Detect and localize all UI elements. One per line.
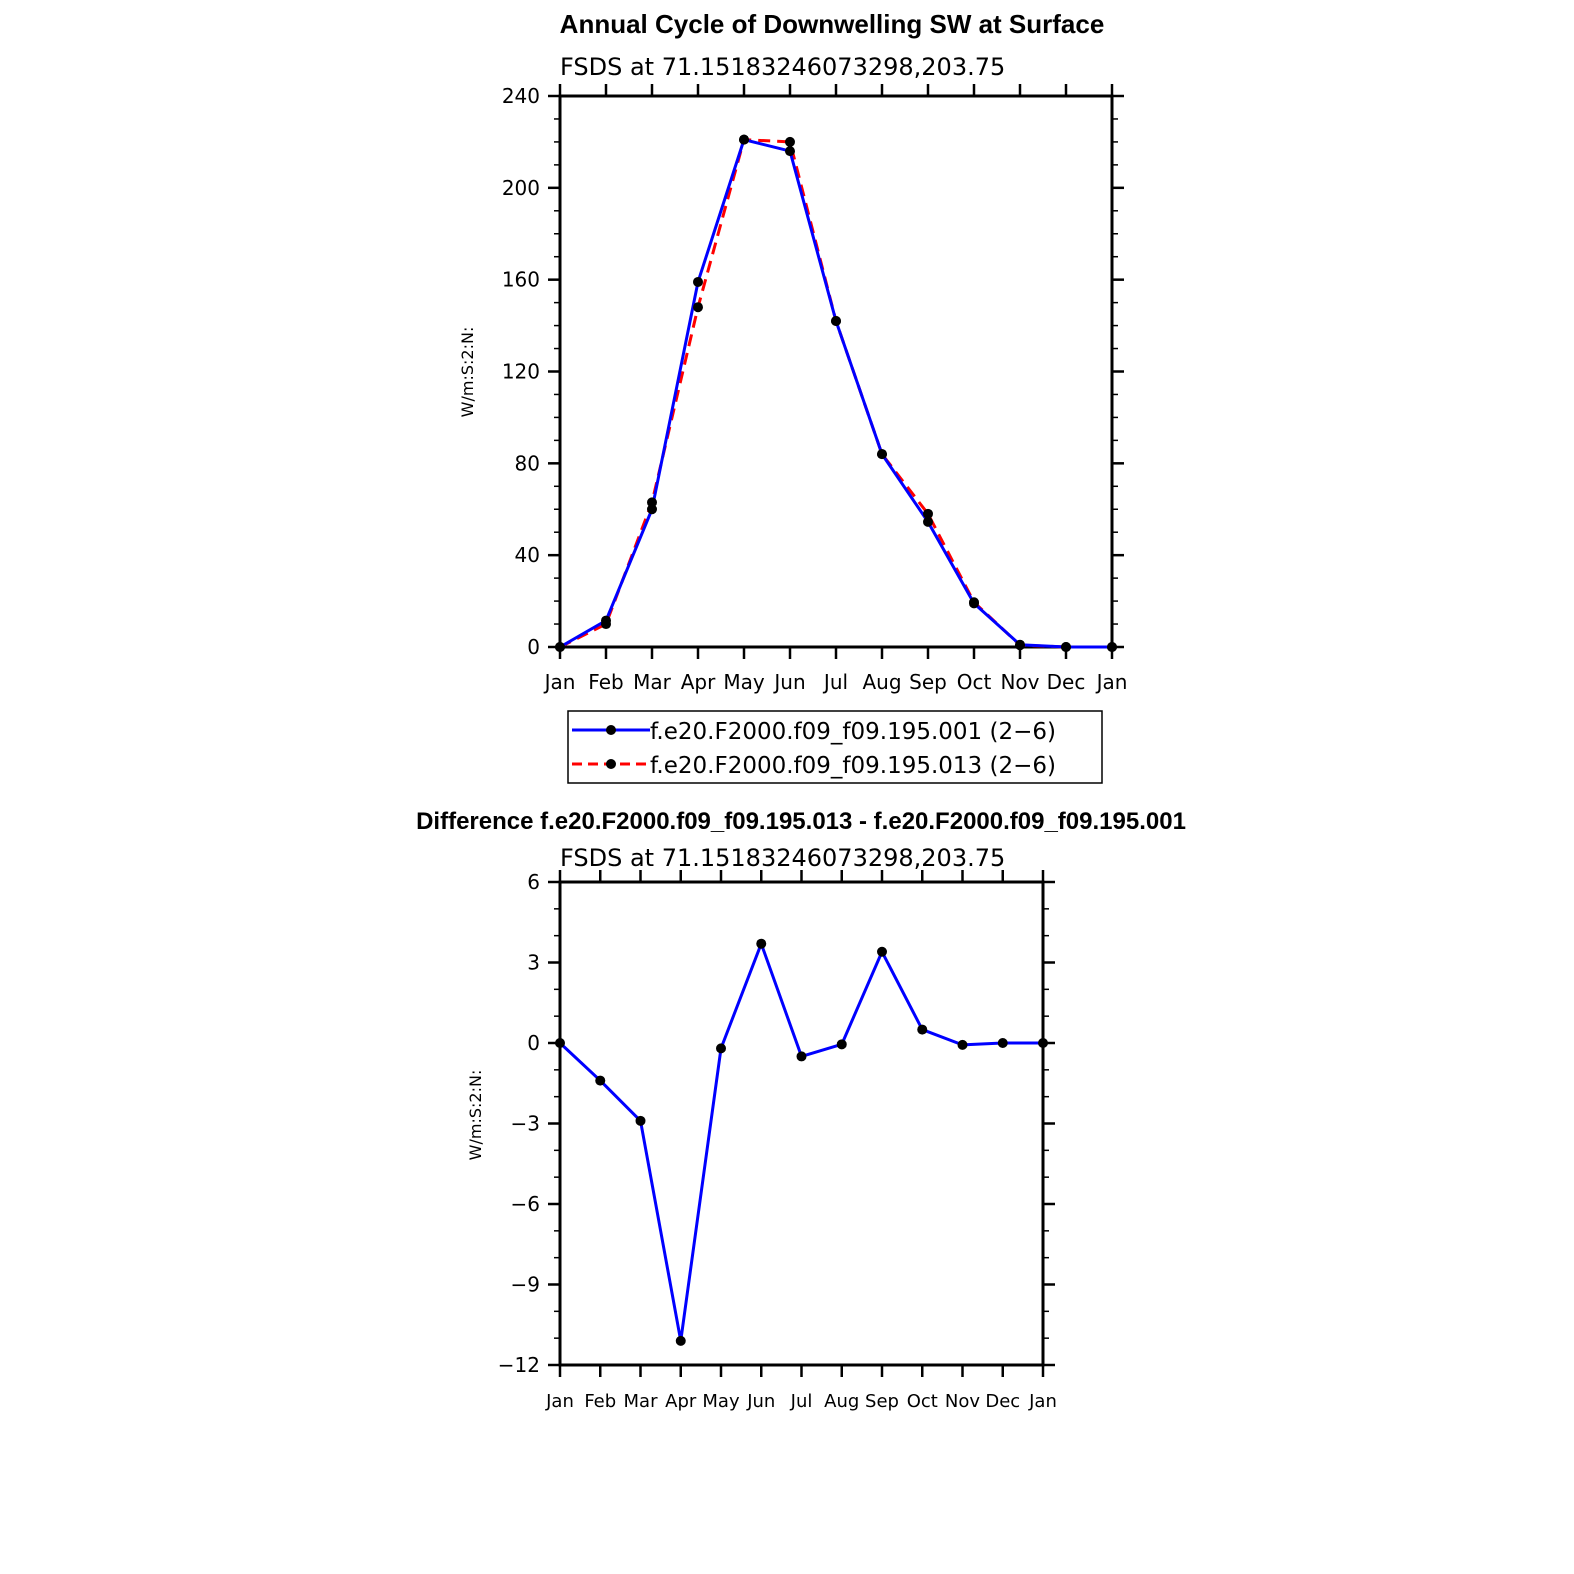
chart1-xtick-label: Aug <box>862 670 901 694</box>
chart2-ytick-label: 6 <box>527 870 540 894</box>
legend-marker-series-2 <box>606 759 616 769</box>
legend-label-series-2: f.e20.F2000.f09_f09.195.013 (2−6) <box>650 753 1056 779</box>
chart2-plot: −12 −9 −6 −3 0 3 6 Jan Feb Mar Apr May Jun Jul Aug Sep O… <box>498 870 1057 1412</box>
chart1-series-2-point <box>969 597 979 608</box>
chart2-xtick-label: Mar <box>624 1391 659 1412</box>
chart1-xtick-label: Oct <box>957 670 992 694</box>
chart1-xtick-label: Jan <box>1095 670 1128 694</box>
chart1-series-2-point <box>1061 642 1071 652</box>
chart1-series-2-point <box>831 315 841 326</box>
chart1-series-2-point <box>739 134 749 145</box>
chart1-legend: f.e20.F2000.f09_f09.195.001 (2−6) f.e20.… <box>567 710 1103 784</box>
chart1-xtick-label: Apr <box>681 670 716 694</box>
chart2-xtick-label: Feb <box>584 1391 616 1412</box>
chart1-ytick-label: 0 <box>527 635 540 659</box>
chart1-ytick-label: 40 <box>515 543 540 567</box>
chart1-series-1-line <box>559 138 1112 649</box>
chart2-ytick-label: −12 <box>498 1353 540 1377</box>
chart1-xtick-label: Jan <box>543 670 576 694</box>
chart1-ytick-label: 200 <box>502 176 540 200</box>
chart1-series-2-point <box>555 642 565 652</box>
chart2-ytick-label: 0 <box>527 1031 540 1055</box>
chart2-xtick-label: May <box>702 1391 740 1412</box>
chart1-series-2-point <box>1015 640 1025 651</box>
chart1-series-1-point <box>923 516 933 527</box>
chart1-xtick-label: Nov <box>1000 670 1039 694</box>
chart1-series-2-point <box>601 619 611 630</box>
chart1-series-2-point <box>1107 642 1117 652</box>
chart1-series-1-point <box>647 504 657 515</box>
chart1-series-2-point <box>923 508 933 519</box>
chart1-ylabel: W/m:S:2:N: <box>458 327 477 418</box>
chart1-series-2-line <box>559 138 1112 649</box>
chart2-ytick-label: 3 <box>527 951 540 975</box>
chart2-series-1-point <box>877 946 887 957</box>
legend-label-series-1: f.e20.F2000.f09_f09.195.001 (2−6) <box>650 719 1056 745</box>
legend-marker-series-1 <box>606 725 616 735</box>
chart1-ytick-label: 160 <box>502 268 540 292</box>
chart2-xtick-label: Jan <box>545 1391 574 1412</box>
chart1-xtick-label: Sep <box>909 670 947 694</box>
chart2-series-1-point <box>756 938 767 949</box>
chart2-xtick-label: Nov <box>945 1391 980 1412</box>
chart1-series-2-point <box>647 497 657 508</box>
chart2-series-1-point <box>635 1115 646 1126</box>
chart1-xtick-label: Dec <box>1047 670 1086 694</box>
chart2-xtick-label: Jan <box>1028 1391 1057 1412</box>
chart1-series-2-point <box>785 136 795 147</box>
chart2-ytick-label: −3 <box>511 1112 540 1136</box>
chart1-ytick-label: 240 <box>502 84 540 108</box>
chart2-series-1-point <box>555 1038 565 1048</box>
chart1-plot-frame <box>558 94 1114 649</box>
chart1-xtick-label: Jun <box>772 670 805 694</box>
chart2-series-1-point <box>917 1024 928 1035</box>
chart1-subtitle: FSDS at 71.15183246073298,203.75 <box>560 53 1005 81</box>
chart1-series-2-point <box>877 449 887 460</box>
chart2-plot-frame <box>558 880 1045 1367</box>
chart2-ytick-label: −9 <box>511 1273 540 1297</box>
chart2-series-1-point <box>1038 1038 1048 1048</box>
chart2-xtick-label: Apr <box>665 1391 697 1412</box>
chart1-series-1-point <box>693 276 703 287</box>
chart2-xtick-label: Jul <box>790 1391 813 1412</box>
chart2-series-1-point <box>997 1038 1008 1048</box>
chart2-series-1-point <box>796 1051 807 1062</box>
chart1-xtick-label: May <box>723 670 765 694</box>
chart1-ytick-label: 120 <box>502 360 540 384</box>
chart1-series-2-point <box>693 302 703 313</box>
chart1-xtick-label: Jul <box>822 670 848 694</box>
chart2-series-1-point <box>957 1039 968 1050</box>
chart2-ytick-label: −6 <box>511 1192 540 1216</box>
chart2-series-1-point <box>595 1075 606 1086</box>
chart2-xtick-label: Dec <box>985 1391 1020 1412</box>
chart2-ylabel: W/m:S:2:N: <box>466 1070 485 1161</box>
chart1-plot: 0 40 80 120 160 200 240 Jan Feb Mar Apr May Jun Jul Au… <box>502 84 1128 694</box>
chart1-xtick-label: Feb <box>588 670 623 694</box>
chart2-xtick-label: Aug <box>824 1391 859 1412</box>
chart2-series-1-line <box>558 942 1043 1343</box>
legend-box <box>567 710 1103 784</box>
chart1-xtick-label: Mar <box>633 670 672 694</box>
chart1-title: Annual Cycle of Downwelling SW at Surfac… <box>560 9 1105 39</box>
chart2-subtitle: FSDS at 71.15183246073298,203.75 <box>560 844 1005 872</box>
chart2-series-1-point <box>716 1043 726 1054</box>
chart2-series-1-point <box>675 1335 686 1346</box>
chart2-xtick-label: Jun <box>746 1391 775 1412</box>
chart1-series-1-point <box>785 146 795 157</box>
chart2-title: Difference f.e20.F2000.f09_f09.195.013 -… <box>416 808 1186 835</box>
chart1-ytick-label: 80 <box>515 451 540 475</box>
chart2-series-1-point <box>836 1039 847 1050</box>
chart2-xtick-label: Oct <box>907 1391 938 1412</box>
chart2-xtick-label: Sep <box>865 1391 899 1412</box>
